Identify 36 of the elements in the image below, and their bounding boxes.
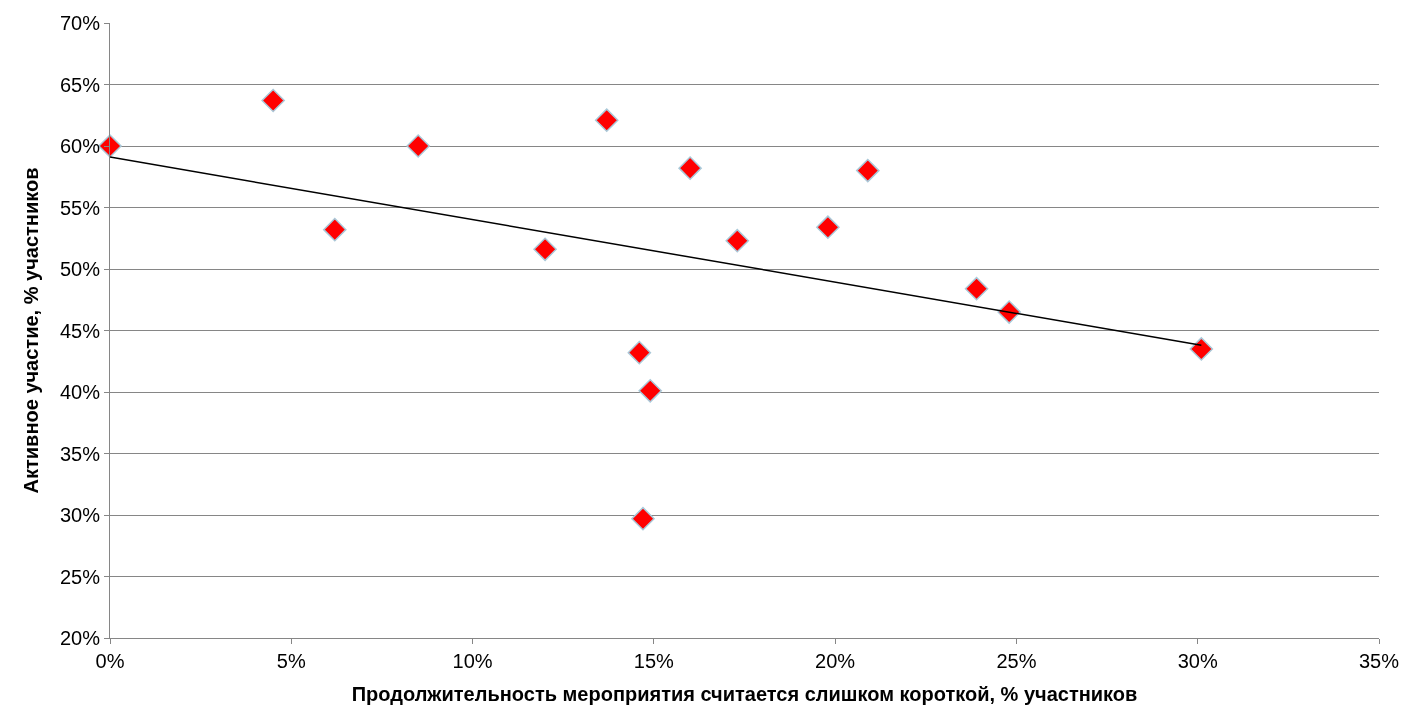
point [533, 237, 557, 262]
point [638, 378, 663, 403]
point [261, 88, 285, 113]
x-axis-title: Продолжительность мероприятия считается слишком короткой, % участников [351, 682, 1138, 705]
point [594, 108, 619, 132]
y-tick-label: 35% [59, 442, 101, 465]
point [322, 217, 347, 242]
x-tick-label: 15% [633, 650, 675, 672]
point [627, 340, 652, 365]
point [855, 158, 880, 183]
x-tick-label: 10% [452, 650, 493, 672]
y-tick-label: 30% [59, 504, 101, 526]
y-tick-label: 50% [59, 258, 101, 280]
point [631, 506, 655, 531]
x-tick-label: 30% [1177, 650, 1218, 672]
point [406, 134, 430, 158]
x-tick-label: 25% [996, 650, 1037, 672]
y-tick-label: 40% [59, 381, 101, 403]
y-tick-label: 60% [59, 135, 101, 157]
point [678, 156, 702, 180]
point [816, 215, 840, 239]
y-tick-label: 70% [59, 12, 101, 34]
x-tick-label: 0% [95, 650, 125, 672]
x-tick-label: 5% [276, 650, 306, 672]
point [98, 134, 122, 158]
y-tick-label: 65% [59, 73, 101, 96]
point [1189, 337, 1214, 361]
y-tick-label: 25% [59, 565, 101, 588]
y-tick-label: 45% [59, 319, 101, 342]
point [964, 276, 989, 301]
x-tick-label: 35% [1358, 650, 1400, 672]
y-tick-label: 55% [59, 196, 101, 219]
x-tick-label: 20% [815, 650, 856, 672]
point [725, 228, 750, 253]
y-tick-label: 20% [59, 627, 101, 649]
y-axis-title: Активное участие, % участников [20, 167, 43, 494]
